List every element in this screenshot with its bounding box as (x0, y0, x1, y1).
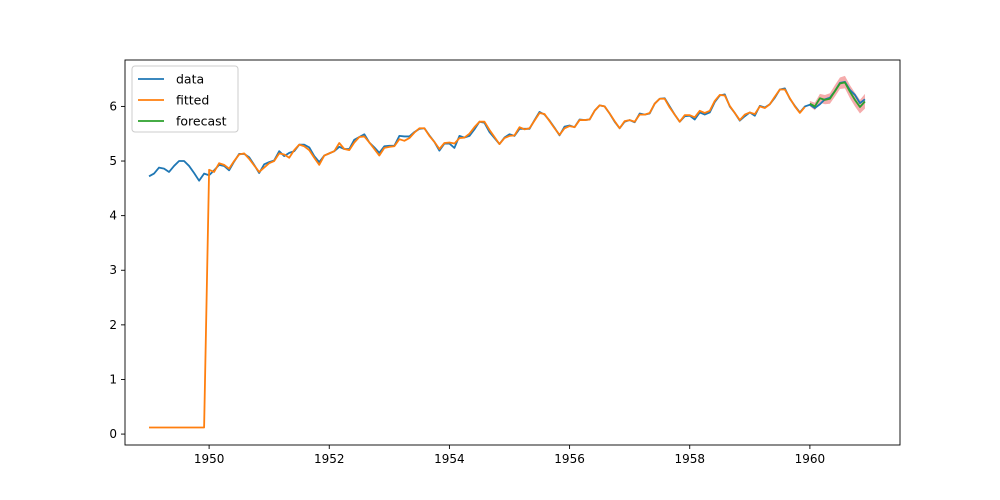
axes: 1950 1952 1954 1956 1958 1960 0 1 2 3 4 5 6 (109, 59, 901, 466)
y-tick-label: 3 (109, 263, 117, 277)
x-tick-label: 1954 (434, 452, 465, 466)
x-tick-label: 1958 (674, 452, 705, 466)
y-tick-label: 2 (109, 318, 117, 332)
series-line-forecast (809, 81, 866, 108)
x-tick-label: 1952 (314, 452, 345, 466)
y-tick-label: 5 (109, 154, 117, 168)
axes-frame (124, 59, 901, 446)
legend-box (131, 65, 239, 133)
y-tick-label: 0 (109, 427, 117, 441)
y-tick-label: 1 (109, 372, 117, 386)
legend-label-forecast: forecast (176, 114, 227, 129)
y-tick-label: 4 (109, 209, 117, 223)
series-line-data (148, 80, 866, 182)
x-tick-label: 1956 (554, 452, 585, 466)
legend-label-data: data (176, 72, 204, 87)
legend: data fitted forecast (131, 65, 239, 133)
series-line-fitted (149, 88, 806, 429)
legend-label-fitted: fitted (176, 93, 209, 108)
x-tick-label: 1950 (194, 452, 225, 466)
plot-area (148, 75, 866, 429)
x-tick-label: 1960 (795, 452, 826, 466)
y-tick-label: 6 (109, 99, 117, 113)
